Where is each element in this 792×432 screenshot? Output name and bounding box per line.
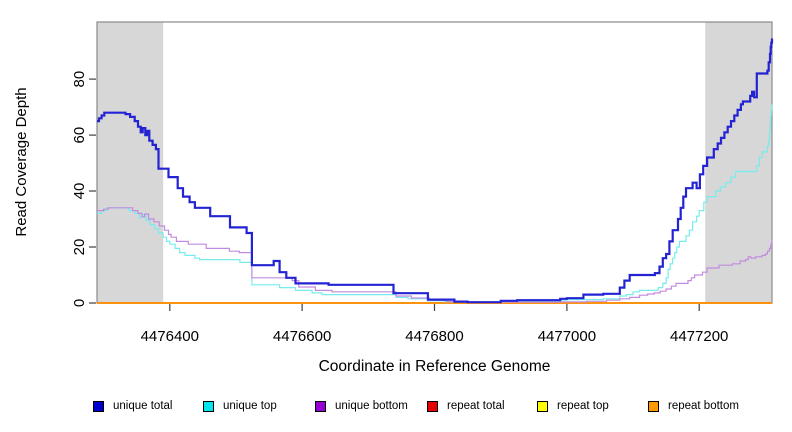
legend-item-repeat-total: repeat total: [427, 400, 505, 412]
series-line-unique-top: [97, 104, 773, 303]
legend-label: repeat bottom: [668, 400, 739, 412]
shaded-region-right-flank: [705, 22, 772, 303]
plot-box: [96, 21, 773, 304]
y-axis-tick-label: 20: [71, 239, 88, 256]
x-axis-tick-label: 4476600: [273, 328, 331, 345]
legend-swatch-unique-top: [203, 400, 214, 412]
series-line-unique-bottom: [97, 207, 773, 303]
legend-label: repeat total: [447, 400, 505, 412]
y-axis-tick-label: 60: [71, 127, 88, 144]
legend-label: unique top: [223, 400, 277, 412]
legend-item-unique-bottom: unique bottom: [315, 400, 408, 412]
y-axis-tick-label: 40: [71, 183, 88, 200]
series-line-unique-total: [97, 38, 774, 304]
legend-item-repeat-bottom: repeat bottom: [648, 400, 739, 412]
legend-label: repeat top: [557, 400, 609, 412]
legend-swatch-unique-total: [93, 400, 104, 412]
x-axis-title: Coordinate in Reference Genome: [318, 358, 551, 375]
legend-item-repeat-top: repeat top: [537, 400, 609, 412]
legend-swatch-repeat-bottom: [648, 400, 659, 412]
y-axis-title: Read Coverage Depth: [13, 87, 30, 237]
legend-label: unique total: [113, 400, 173, 412]
y-axis-tick-label: 0: [71, 299, 88, 307]
legend-label: unique bottom: [335, 400, 408, 412]
legend-swatch-repeat-top: [537, 400, 548, 412]
legend: unique total unique top unique bottom repea…: [0, 400, 792, 416]
x-axis-tick-label: 4477000: [538, 328, 596, 345]
y-axis-tick-label: 80: [71, 71, 88, 88]
x-axis-tick-label: 4476400: [141, 328, 199, 345]
legend-swatch-repeat-total: [427, 400, 438, 412]
legend-item-unique-top: unique top: [203, 400, 277, 412]
legend-swatch-unique-bottom: [315, 400, 326, 412]
x-axis-tick-label: 4476800: [405, 328, 463, 345]
legend-item-unique-total: unique total: [93, 400, 172, 412]
x-axis-tick-label: 4477200: [670, 328, 728, 345]
shaded-region-left-flank: [97, 22, 164, 303]
